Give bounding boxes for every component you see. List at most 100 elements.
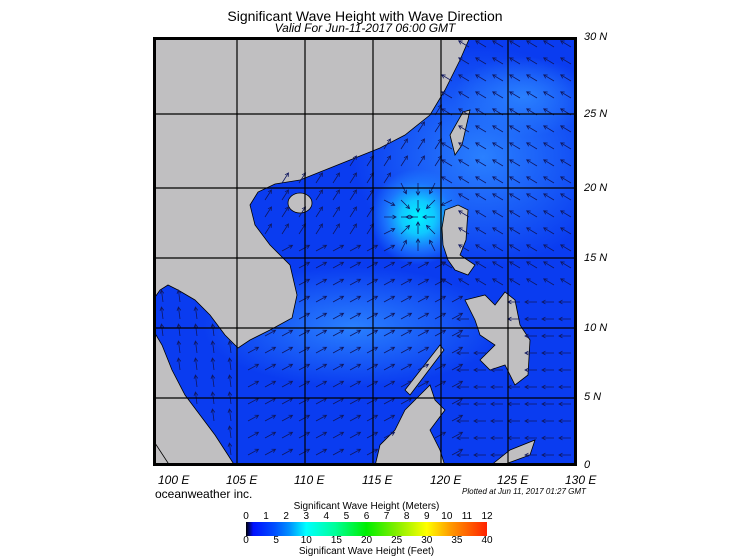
wave-direction-arrow bbox=[298, 448, 311, 456]
wave-direction-arrow bbox=[193, 323, 199, 337]
wave-direction-arrow bbox=[210, 340, 216, 354]
wave-direction-arrow bbox=[541, 299, 554, 305]
wave-direction-arrow bbox=[509, 91, 521, 99]
wave-direction-arrow bbox=[298, 346, 311, 354]
wave-direction-arrow bbox=[434, 295, 447, 303]
wave-direction-arrow bbox=[400, 295, 413, 303]
wave-direction-arrow bbox=[264, 431, 277, 439]
wave-direction-arrow bbox=[524, 401, 537, 407]
wave-direction-arrow bbox=[541, 350, 554, 356]
wave-direction-arrow bbox=[558, 401, 571, 407]
wave-direction-arrow bbox=[456, 367, 469, 373]
wave-direction-arrow bbox=[526, 176, 538, 184]
wave-direction-arrow bbox=[543, 57, 555, 65]
wave-direction-arrow bbox=[400, 261, 413, 269]
wave-direction-arrow bbox=[349, 431, 362, 439]
wave-direction-arrow bbox=[560, 74, 572, 82]
wave-direction-arrow bbox=[281, 346, 294, 354]
wave-direction-arrow bbox=[383, 228, 396, 235]
wave-direction-arrow bbox=[543, 74, 555, 82]
wave-direction-arrow bbox=[159, 323, 165, 337]
colorbar-tick-meters: 2 bbox=[283, 511, 289, 522]
wave-direction-arrow bbox=[349, 206, 357, 218]
wave-direction-arrow bbox=[441, 176, 453, 184]
wave-direction-arrow bbox=[332, 223, 340, 235]
wave-direction-arrow bbox=[492, 57, 504, 65]
wave-direction-arrow bbox=[492, 91, 504, 99]
wave-direction-arrow bbox=[422, 214, 435, 220]
wave-direction-arrow bbox=[281, 363, 294, 371]
wave-direction-arrow bbox=[298, 329, 311, 337]
wave-direction-arrow bbox=[524, 333, 537, 339]
colorbar-tick-meters: 10 bbox=[441, 511, 453, 522]
wave-direction-arrow bbox=[451, 329, 464, 337]
wave-direction-arrow bbox=[193, 357, 199, 371]
wave-direction-arrow bbox=[492, 210, 504, 218]
wave-direction-arrow bbox=[247, 414, 260, 422]
wave-direction-arrow bbox=[456, 384, 469, 390]
wave-direction-arrow bbox=[332, 414, 345, 422]
map-title: Significant Wave Height with Wave Direct… bbox=[227, 8, 503, 24]
colorbar-tick-meters: 3 bbox=[303, 511, 310, 522]
colorbar-tick-feet: 40 bbox=[481, 535, 493, 546]
wave-direction-arrow bbox=[332, 261, 345, 269]
wave-direction-arrow bbox=[366, 414, 379, 422]
wave-direction-arrow bbox=[541, 401, 554, 407]
wave-direction-arrow bbox=[560, 193, 572, 201]
wave-direction-arrow bbox=[543, 210, 555, 218]
wave-direction-arrow bbox=[349, 380, 362, 388]
wave-direction-arrow bbox=[227, 442, 233, 456]
wave-direction-arrow bbox=[434, 329, 447, 337]
land-asia-mainland bbox=[153, 37, 471, 349]
wave-direction-arrow bbox=[264, 346, 277, 354]
wave-direction-arrow bbox=[349, 223, 357, 235]
wave-direction-arrow bbox=[492, 176, 504, 184]
lon-label: 105 E bbox=[226, 473, 258, 487]
wave-direction-arrow bbox=[475, 244, 487, 252]
colorbar-tick-meters: 6 bbox=[363, 511, 370, 522]
wave-direction-arrow bbox=[315, 380, 328, 388]
wave-direction-arrow bbox=[509, 57, 521, 65]
wave-direction-arrow bbox=[441, 261, 453, 269]
wave-direction-arrow bbox=[400, 363, 413, 371]
wave-direction-arrow bbox=[458, 244, 470, 252]
wave-direction-arrow bbox=[315, 189, 323, 201]
wave-direction-arrow bbox=[560, 176, 572, 184]
land-hainan bbox=[287, 192, 313, 214]
land-taiwan bbox=[449, 109, 471, 156]
wave-direction-arrow bbox=[366, 244, 379, 252]
colorbar-title-meters: Significant Wave Height (Meters) bbox=[293, 501, 440, 512]
wave-direction-arrow bbox=[383, 312, 396, 320]
wave-direction-arrow bbox=[509, 210, 521, 218]
wave-direction-arrow bbox=[458, 278, 470, 286]
wave-direction-arrow bbox=[264, 223, 272, 235]
wave-direction-arrow bbox=[456, 316, 469, 322]
wave-direction-arrow bbox=[383, 199, 396, 206]
wave-direction-arrow bbox=[366, 380, 379, 388]
wave-direction-arrow bbox=[524, 367, 537, 373]
wave-direction-arrow bbox=[383, 431, 396, 439]
wave-direction-arrow bbox=[383, 138, 391, 150]
wave-direction-arrow bbox=[417, 380, 430, 388]
lon-label: 110 E bbox=[294, 473, 325, 487]
wave-direction-arrow bbox=[210, 408, 216, 422]
wave-direction-arrow bbox=[473, 435, 486, 441]
wave-direction-arrow bbox=[405, 214, 418, 220]
colorbar-tick-meters: 8 bbox=[403, 511, 410, 522]
wave-direction-arrow bbox=[383, 172, 391, 184]
land bbox=[153, 37, 536, 466]
colorbar-tick-feet: 10 bbox=[300, 535, 312, 546]
wave-direction-arrow bbox=[490, 401, 503, 407]
wave-direction-arrow bbox=[315, 261, 328, 269]
lon-label: 115 E bbox=[362, 473, 393, 487]
wave-direction-arrow bbox=[526, 40, 538, 48]
wave-direction-arrow bbox=[473, 418, 486, 424]
wave-direction-arrow bbox=[441, 142, 453, 150]
lat-label: 25 N bbox=[584, 108, 608, 120]
wave-direction-arrow bbox=[492, 74, 504, 82]
lon-label: 125 E bbox=[497, 473, 529, 487]
wave-direction-arrow bbox=[417, 295, 430, 303]
wave-direction-arrow bbox=[383, 346, 396, 354]
wave-direction-arrow bbox=[383, 295, 396, 303]
wave-direction-arrow bbox=[456, 418, 469, 424]
